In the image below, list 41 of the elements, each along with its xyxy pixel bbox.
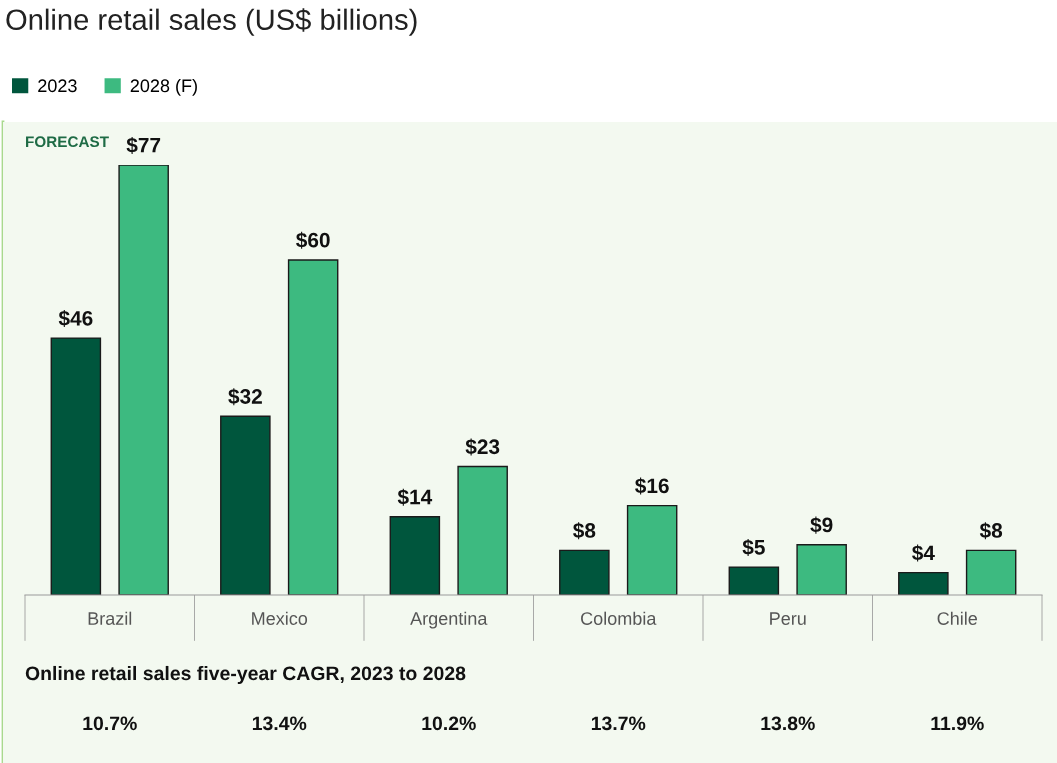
data-label: $14	[397, 488, 433, 506]
bar	[457, 465, 508, 595]
bar	[626, 504, 678, 595]
text: 11.9%	[931, 716, 984, 731]
bar	[728, 566, 780, 595]
data-label: $60	[296, 231, 330, 249]
data-label: $77	[126, 136, 161, 154]
legend-label: 2028 (F)	[130, 78, 197, 96]
bar	[389, 516, 441, 595]
bar	[559, 549, 610, 595]
text: 13.7%	[591, 716, 646, 731]
data-label: $8	[573, 522, 596, 540]
x-tick-label: Argentina	[410, 611, 488, 629]
text: 13.4%	[252, 716, 307, 731]
chart-title: Online retail sales (US$ billions)	[6, 8, 417, 36]
text: 13.8%	[761, 716, 815, 731]
bar	[796, 544, 847, 595]
data-label: $5	[742, 538, 765, 556]
data-label: $8	[979, 522, 1003, 540]
x-tick-label: Peru	[770, 612, 806, 625]
data-label: $4	[912, 544, 935, 562]
text: 10.7%	[83, 716, 137, 731]
bar	[898, 571, 949, 595]
text: 10.2%	[422, 716, 476, 731]
bar	[287, 259, 339, 595]
x-tick-label: Colombia	[581, 611, 657, 625]
x-tick-label: Chile	[937, 611, 978, 625]
data-label: $9	[810, 516, 833, 534]
x-tick-label: Brazil	[88, 611, 132, 625]
bar	[220, 415, 271, 595]
text: FORECAST	[26, 136, 109, 148]
x-tick-label: Mexico	[252, 611, 308, 625]
legend-label: 2023	[38, 79, 77, 93]
text: Online retail sales five-year CAGR, 2023 to 2028	[25, 665, 466, 685]
bar	[50, 337, 102, 595]
data-label: $32	[228, 388, 262, 406]
data-label: $46	[58, 310, 93, 328]
bar	[118, 165, 169, 595]
data-label: $23	[465, 438, 500, 456]
data-label: $16	[635, 477, 669, 495]
bar	[965, 549, 1017, 595]
